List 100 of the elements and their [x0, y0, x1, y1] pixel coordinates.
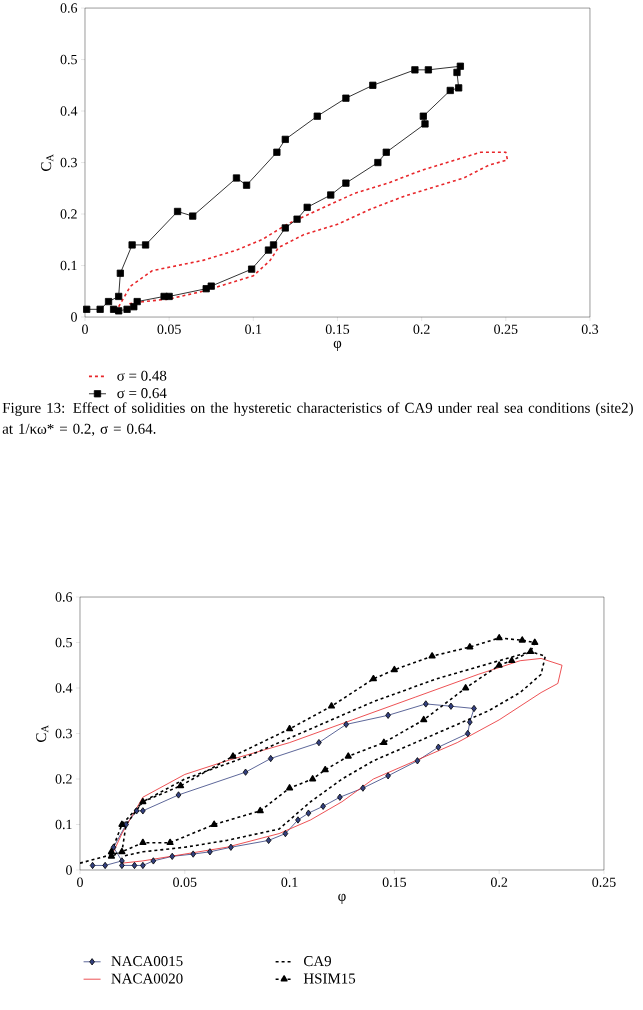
point [374, 158, 382, 167]
point [175, 791, 182, 799]
point [320, 802, 326, 810]
point [264, 246, 273, 254]
legend-label: HSIM15 [303, 973, 356, 984]
point [248, 265, 256, 273]
point [118, 847, 126, 855]
point [360, 784, 366, 792]
point [303, 203, 311, 211]
point [96, 305, 104, 313]
point [133, 807, 140, 815]
y-tick-label: 0.4 [55, 683, 73, 693]
point [342, 179, 350, 187]
point [232, 174, 241, 182]
point [495, 661, 503, 668]
point [385, 711, 391, 719]
point [343, 720, 349, 728]
y-tick-label: 0.3 [60, 157, 77, 168]
point [344, 752, 352, 759]
y-tick-label: 0.5 [60, 54, 77, 65]
point [115, 292, 123, 301]
point [369, 81, 377, 89]
point [269, 241, 278, 249]
point [295, 816, 301, 824]
point [243, 181, 251, 189]
point [342, 94, 350, 102]
x-axis-title: φ [333, 340, 342, 352]
point [142, 241, 150, 249]
legend-label: NACA0015 [111, 956, 183, 967]
point [321, 765, 329, 773]
point [131, 861, 138, 870]
point [462, 684, 470, 691]
point [518, 636, 526, 643]
point [150, 857, 157, 865]
point [139, 838, 147, 846]
point [281, 135, 289, 143]
x-tick-label: 0 [82, 324, 88, 334]
point [464, 729, 471, 738]
point [110, 305, 118, 313]
x-axis-title: φ [338, 893, 346, 905]
point [411, 66, 419, 74]
x-tick-label: 0.25 [494, 324, 518, 335]
point [309, 775, 317, 782]
point [104, 297, 113, 306]
point [242, 768, 249, 776]
point [424, 66, 432, 74]
caption: Figure 13: Effect of solidities on the hysteretic characteristics of CA9 under real sea conditions (site2) at 1/κω* = 0.2, σ = 0.64. [2, 402, 633, 436]
x-tick-label: 0.2 [491, 877, 508, 887]
point [110, 843, 117, 851]
point [160, 292, 168, 301]
point [327, 702, 336, 709]
x-tick-label: 0.05 [157, 324, 181, 335]
point [123, 305, 131, 313]
point [118, 820, 126, 827]
point [508, 656, 516, 664]
point [228, 843, 234, 851]
y-tick-label: 0.2 [60, 209, 77, 219]
point [453, 68, 461, 77]
point [128, 241, 136, 249]
point [286, 784, 294, 791]
point [286, 724, 294, 732]
point [116, 269, 124, 277]
point [313, 112, 321, 120]
point [420, 715, 428, 723]
point [189, 212, 197, 220]
x-tick-label: 0.15 [382, 877, 407, 887]
point [466, 643, 474, 650]
y-tick-label: 0.1 [60, 260, 77, 271]
point [337, 793, 343, 801]
point [229, 752, 237, 759]
y-tick-label: 0.1 [55, 819, 72, 830]
point [380, 738, 388, 745]
x-tick-label: 0.15 [325, 324, 350, 335]
y-tick-label: 0.4 [60, 106, 78, 116]
point [174, 207, 182, 216]
point [293, 215, 301, 223]
x-tick-label: 0.3 [581, 324, 599, 335]
point [139, 797, 147, 805]
point [435, 743, 442, 751]
point [282, 830, 289, 838]
point [267, 754, 274, 763]
point [207, 848, 213, 856]
point [467, 718, 473, 726]
point [456, 62, 464, 70]
point [448, 702, 454, 710]
y-tick-label: 0.2 [55, 774, 72, 784]
point [256, 806, 264, 814]
y-tick-label: 0.5 [55, 637, 72, 648]
x-tick-label: 0.05 [173, 877, 197, 887]
x-tick-label: 0.1 [281, 877, 298, 887]
y-axis-title: C$_{A}$ [36, 725, 49, 742]
point [281, 224, 289, 232]
point [446, 86, 454, 95]
y-tick-label: 0 [66, 865, 72, 875]
point [423, 700, 429, 708]
point [369, 674, 377, 682]
point [190, 850, 196, 858]
legend-label: CA9 [304, 956, 332, 967]
point [316, 739, 322, 747]
point [177, 781, 185, 789]
